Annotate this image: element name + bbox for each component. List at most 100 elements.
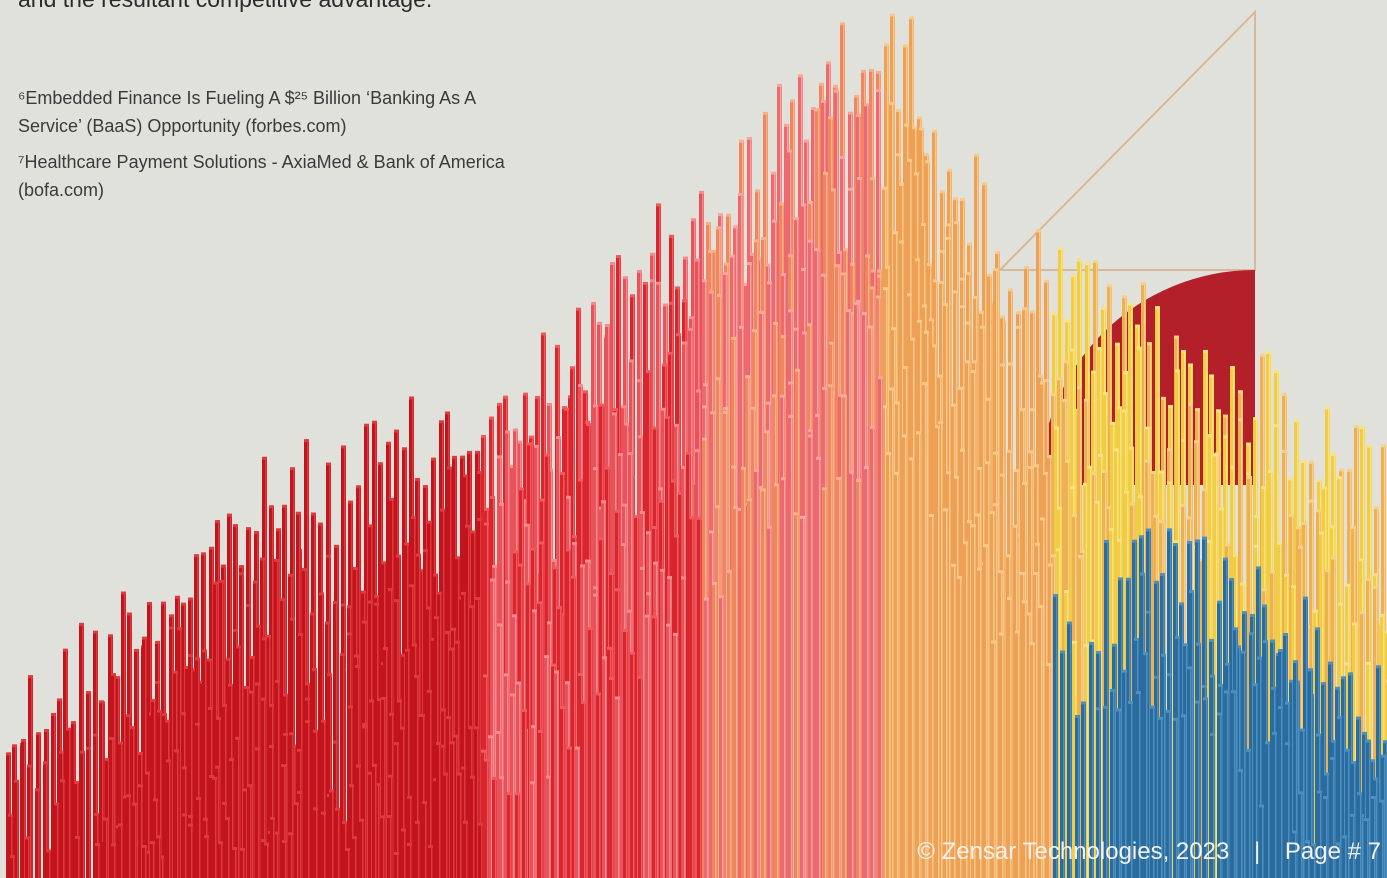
bar-decoration — [1335, 687, 1340, 690]
bar-decoration — [1373, 573, 1378, 576]
bar-decoration — [973, 296, 978, 299]
bar-decoration — [191, 825, 193, 878]
bar-decoration — [1364, 818, 1369, 821]
bar-decoration — [492, 777, 497, 780]
bar-decoration — [362, 621, 367, 624]
bar-decoration — [423, 549, 428, 552]
bar-decoration — [445, 631, 450, 634]
bar-decoration — [1081, 701, 1086, 704]
bar-decoration — [439, 420, 444, 423]
bar-decoration — [767, 281, 772, 284]
bar-decoration — [615, 588, 620, 591]
bar-decoration — [634, 515, 639, 518]
bar-decoration — [349, 784, 354, 787]
bar-decoration — [640, 567, 645, 570]
bar-decoration — [332, 791, 334, 878]
bar-decoration — [638, 435, 643, 438]
bar-decoration — [1277, 542, 1282, 545]
bar-decoration — [697, 517, 702, 520]
bar-decoration — [751, 407, 756, 410]
bar-decoration — [719, 595, 724, 598]
bar-decoration — [736, 507, 738, 878]
bar-decoration — [78, 837, 80, 878]
bar-decoration — [621, 543, 626, 546]
bar-decoration — [121, 824, 123, 878]
bar-decoration — [554, 670, 559, 673]
bar-decoration — [1345, 584, 1350, 587]
bar-decoration — [60, 779, 65, 782]
bar-decoration — [1283, 633, 1288, 636]
bar-decoration — [885, 266, 890, 269]
bar-decoration — [153, 842, 155, 878]
bar-decoration — [1216, 409, 1221, 412]
bar-decoration — [1118, 577, 1123, 580]
bar-decoration — [1256, 566, 1261, 569]
bar-decoration — [188, 824, 193, 827]
bar-decoration — [1274, 370, 1279, 373]
bar-decoration — [36, 732, 41, 735]
bar-decoration — [709, 291, 714, 294]
bar-decoration — [394, 852, 399, 855]
bar-decoration — [352, 836, 357, 839]
bar-decoration — [426, 606, 431, 609]
bar-decoration — [578, 479, 583, 482]
bar-decoration — [1356, 717, 1361, 720]
bar-decoration — [523, 393, 528, 396]
bar-decoration — [269, 745, 274, 748]
bar-decoration — [1007, 597, 1012, 600]
bar-decoration — [718, 213, 723, 216]
bar-decoration — [1173, 540, 1178, 543]
bar-decoration — [1317, 479, 1322, 482]
bar-decoration — [1246, 472, 1251, 475]
bar-decoration — [348, 501, 353, 504]
bar-decoration — [709, 530, 714, 533]
bar-decoration — [669, 235, 674, 238]
bar-decoration — [723, 411, 728, 414]
bar-decoration — [497, 455, 502, 458]
bar-decoration — [861, 70, 866, 73]
bar-decoration — [1013, 525, 1018, 528]
bar-decoration — [452, 456, 457, 459]
bar-decoration — [912, 126, 917, 129]
bar-decoration — [1062, 399, 1067, 402]
bar-decoration — [269, 505, 274, 508]
bar-decoration — [1096, 707, 1101, 710]
bar-decoration — [871, 269, 876, 272]
bar-decoration — [1238, 769, 1243, 772]
bar-decoration — [1000, 315, 1005, 318]
bar-decoration — [1167, 448, 1172, 451]
bar-decoration — [833, 392, 835, 878]
bar-decoration — [1316, 509, 1321, 512]
bar-decoration — [991, 640, 996, 643]
bar-decoration — [605, 467, 610, 470]
bar-decoration — [208, 707, 213, 710]
bar-decoration — [457, 773, 462, 776]
bar-decoration — [864, 103, 869, 106]
bar-decoration — [453, 735, 458, 738]
bar-decoration — [1213, 453, 1218, 456]
bar-decoration — [138, 784, 143, 787]
bar-decoration — [1207, 540, 1212, 543]
bar-decoration — [428, 845, 433, 848]
bar-decoration — [389, 713, 394, 716]
bar-decoration — [300, 792, 302, 878]
bar-decoration — [530, 781, 535, 784]
bar-decoration — [66, 728, 71, 731]
bar-decoration — [616, 255, 621, 258]
bar-decoration — [531, 725, 536, 728]
bar-decoration — [169, 614, 174, 617]
bar-decoration — [1146, 611, 1151, 614]
bar-decoration — [1101, 307, 1106, 310]
bar-decoration — [1091, 371, 1096, 374]
bar-decoration — [396, 555, 401, 558]
bar-decoration — [819, 458, 821, 878]
bar-decoration — [446, 774, 448, 878]
bar-decoration — [967, 243, 972, 246]
bar-decoration — [807, 323, 812, 326]
bar-decoration — [12, 744, 17, 747]
bar-decoration — [583, 390, 588, 393]
bar-decoration — [203, 818, 208, 821]
bar-decoration — [362, 820, 364, 878]
bar-decoration — [465, 525, 470, 528]
bar-decoration — [805, 333, 807, 878]
